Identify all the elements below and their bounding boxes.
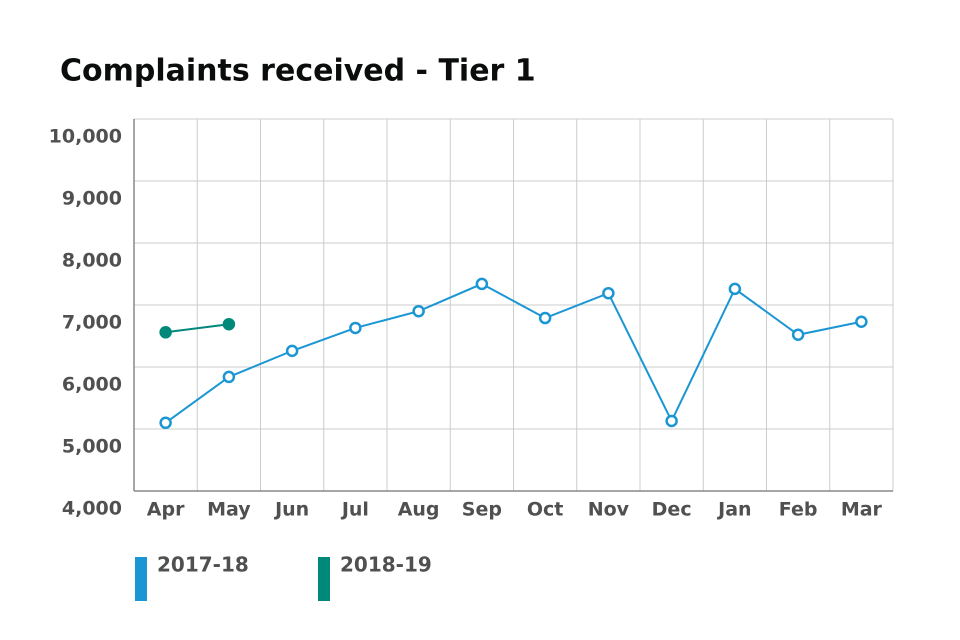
x-tick-label: Nov xyxy=(588,499,630,521)
x-tick-label: May xyxy=(207,499,251,521)
legend-swatch xyxy=(318,557,330,601)
y-tick-label: 6,000 xyxy=(62,374,122,396)
data-point xyxy=(285,344,299,358)
series-line xyxy=(165,282,862,424)
x-tick-label: Jun xyxy=(273,499,309,521)
chart-title: Complaints received - Tier 1 xyxy=(60,54,536,89)
legend-label: 2017-18 xyxy=(157,553,249,577)
y-tick-label: 5,000 xyxy=(62,436,122,458)
data-point xyxy=(665,414,678,428)
data-point xyxy=(222,370,236,384)
y-tick-label: 9,000 xyxy=(62,188,122,210)
data-point xyxy=(791,328,805,342)
x-tick-label: Oct xyxy=(527,499,564,521)
x-tick-label: Aug xyxy=(398,499,440,521)
series-line xyxy=(165,323,230,334)
y-tick-label: 4,000 xyxy=(62,498,122,520)
data-point xyxy=(159,416,172,430)
legend-swatch xyxy=(135,557,147,601)
data-point xyxy=(728,282,742,296)
data-point xyxy=(412,304,425,318)
y-tick-label: 8,000 xyxy=(62,250,122,272)
data-point xyxy=(855,315,868,328)
x-tick-label: Apr xyxy=(147,499,185,521)
legend-label: 2018-19 xyxy=(340,553,432,577)
data-point xyxy=(349,321,362,335)
data-point xyxy=(159,326,172,339)
data-point xyxy=(222,317,236,331)
data-point xyxy=(538,311,552,325)
x-tick-label: Sep xyxy=(462,499,502,521)
y-tick-label: 10,000 xyxy=(49,126,122,148)
data-point xyxy=(602,286,615,300)
x-tick-label: Jan xyxy=(716,499,751,521)
x-tick-label: Dec xyxy=(652,499,692,521)
data-point xyxy=(475,277,489,291)
x-tick-label: Feb xyxy=(779,499,818,521)
y-tick-label: 7,000 xyxy=(62,312,122,334)
x-tick-label: Jul xyxy=(340,499,369,521)
x-tick-label: Mar xyxy=(841,499,883,521)
